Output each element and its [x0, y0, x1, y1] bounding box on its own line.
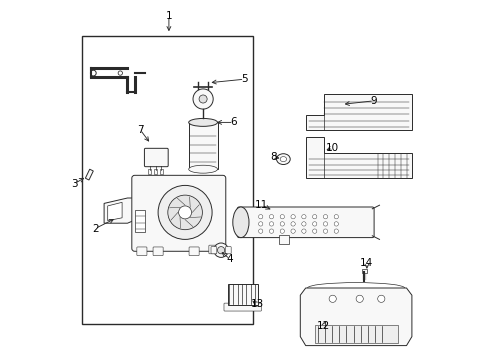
Circle shape	[269, 229, 273, 233]
Circle shape	[290, 222, 295, 226]
Text: 10: 10	[325, 143, 339, 153]
Text: 4: 4	[226, 254, 233, 264]
Circle shape	[377, 295, 384, 302]
Circle shape	[333, 215, 338, 219]
Circle shape	[323, 222, 327, 226]
Circle shape	[328, 295, 336, 302]
Ellipse shape	[188, 165, 217, 173]
FancyBboxPatch shape	[137, 247, 146, 256]
Polygon shape	[305, 137, 411, 178]
Circle shape	[213, 243, 228, 257]
Circle shape	[280, 222, 284, 226]
Circle shape	[301, 222, 305, 226]
FancyBboxPatch shape	[225, 247, 231, 254]
Text: 8: 8	[269, 152, 276, 162]
FancyBboxPatch shape	[208, 245, 219, 254]
Text: 11: 11	[255, 200, 268, 210]
Circle shape	[178, 206, 191, 219]
Circle shape	[323, 215, 327, 219]
Ellipse shape	[276, 154, 289, 165]
Circle shape	[258, 215, 263, 219]
Bar	[314, 325, 397, 343]
Text: 1: 1	[165, 11, 172, 21]
Circle shape	[158, 185, 212, 239]
Text: 2: 2	[92, 224, 98, 234]
Bar	[154, 169, 157, 174]
Ellipse shape	[280, 157, 286, 162]
FancyBboxPatch shape	[132, 175, 225, 251]
FancyBboxPatch shape	[153, 247, 163, 256]
Bar	[227, 284, 257, 305]
Polygon shape	[305, 94, 411, 130]
Circle shape	[269, 222, 273, 226]
Circle shape	[280, 229, 284, 233]
Text: 6: 6	[230, 117, 237, 127]
FancyBboxPatch shape	[211, 247, 216, 254]
Text: 12: 12	[316, 321, 330, 331]
FancyBboxPatch shape	[189, 247, 199, 256]
Text: 13: 13	[250, 299, 263, 309]
Bar	[135, 210, 145, 232]
FancyBboxPatch shape	[237, 207, 373, 238]
Text: 14: 14	[360, 258, 373, 268]
Bar	[362, 269, 366, 273]
Circle shape	[193, 89, 213, 109]
Circle shape	[280, 215, 284, 219]
Bar	[82, 36, 253, 324]
Text: 7: 7	[137, 125, 143, 135]
Bar	[160, 169, 163, 174]
Polygon shape	[107, 202, 122, 221]
Bar	[188, 122, 217, 169]
Bar	[148, 169, 151, 174]
Circle shape	[301, 229, 305, 233]
Circle shape	[355, 295, 363, 302]
Circle shape	[312, 229, 316, 233]
Circle shape	[290, 215, 295, 219]
Polygon shape	[104, 198, 140, 223]
Circle shape	[118, 71, 122, 75]
Text: 9: 9	[370, 96, 377, 106]
Circle shape	[312, 222, 316, 226]
Ellipse shape	[232, 207, 248, 238]
Circle shape	[323, 229, 327, 233]
Bar	[278, 235, 288, 244]
Circle shape	[90, 70, 96, 76]
Circle shape	[333, 229, 338, 233]
Circle shape	[258, 229, 263, 233]
Text: 3: 3	[71, 179, 78, 189]
Text: 5: 5	[241, 74, 247, 84]
Circle shape	[199, 95, 207, 103]
Circle shape	[301, 215, 305, 219]
Circle shape	[333, 222, 338, 226]
Polygon shape	[85, 169, 93, 180]
Circle shape	[290, 229, 295, 233]
FancyBboxPatch shape	[224, 303, 261, 311]
Circle shape	[258, 222, 263, 226]
Circle shape	[312, 215, 316, 219]
Ellipse shape	[188, 118, 217, 126]
Polygon shape	[300, 288, 411, 346]
Circle shape	[167, 195, 202, 230]
Circle shape	[269, 215, 273, 219]
Circle shape	[217, 247, 224, 254]
FancyBboxPatch shape	[144, 148, 168, 167]
